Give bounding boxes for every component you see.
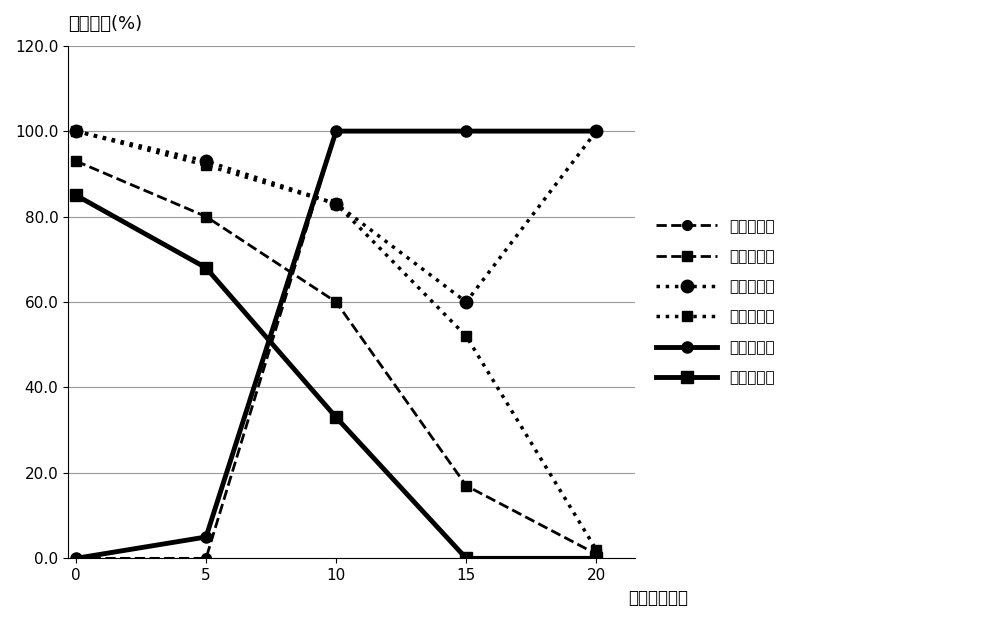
高压旁路门 xyxy=(590,551,602,558)
低压旁路门 xyxy=(590,555,602,562)
低压并汽门 xyxy=(70,555,82,562)
高压旁路门 xyxy=(460,482,472,489)
X-axis label: 时间（分钟）: 时间（分钟） xyxy=(628,589,688,607)
Text: 阀门开度(%): 阀门开度(%) xyxy=(68,15,142,33)
低压并汽门 xyxy=(330,127,342,135)
低压旁路门 xyxy=(460,555,472,562)
高压旁路门 xyxy=(200,213,212,220)
中压并汽门 xyxy=(460,298,472,306)
Line: 高压并汽门: 高压并汽门 xyxy=(71,126,601,563)
低压并汽门 xyxy=(460,127,472,135)
高压并汽门 xyxy=(330,127,342,135)
Line: 中压并汽门: 中压并汽门 xyxy=(70,125,603,308)
高压并汽门 xyxy=(460,127,472,135)
高压并汽门 xyxy=(200,555,212,562)
中压旁路门 xyxy=(200,162,212,169)
Line: 低压并汽门: 低压并汽门 xyxy=(70,126,602,564)
中压旁路门 xyxy=(460,332,472,340)
中压并汽门 xyxy=(330,200,342,208)
中压并汽门 xyxy=(200,157,212,165)
低压并汽门 xyxy=(590,127,602,135)
Line: 中压旁路门: 中压旁路门 xyxy=(71,126,601,555)
中压旁路门 xyxy=(70,127,82,135)
低压旁路门 xyxy=(70,192,82,199)
高压并汽门 xyxy=(590,127,602,135)
低压旁路门 xyxy=(330,414,342,421)
高压旁路门 xyxy=(70,157,82,165)
高压并汽门 xyxy=(70,555,82,562)
低压并汽门 xyxy=(200,533,212,541)
中压并汽门 xyxy=(70,127,82,135)
Line: 低压旁路门: 低压旁路门 xyxy=(70,190,602,564)
中压旁路门 xyxy=(330,200,342,208)
中压旁路门 xyxy=(590,546,602,554)
低压旁路门 xyxy=(200,264,212,272)
Legend: 高压并汽门, 高压旁路门, 中压并汽门, 中压旁路门, 低压并汽门, 低压旁路门: 高压并汽门, 高压旁路门, 中压并汽门, 中压旁路门, 低压并汽门, 低压旁路门 xyxy=(649,211,783,393)
Line: 高压旁路门: 高压旁路门 xyxy=(71,156,601,559)
高压旁路门 xyxy=(330,298,342,306)
中压并汽门 xyxy=(590,127,602,135)
